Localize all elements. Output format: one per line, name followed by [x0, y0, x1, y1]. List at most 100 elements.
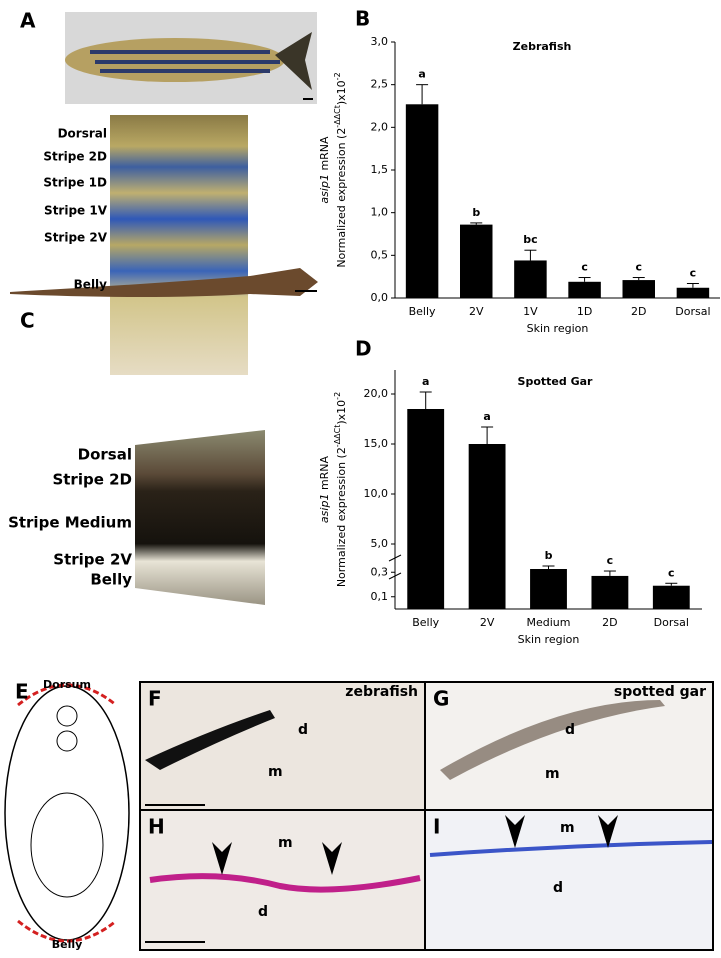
y-title-gene: asip1: [318, 494, 331, 524]
tissue-label: m: [545, 766, 560, 782]
region-label: Stripe 2D: [43, 150, 107, 164]
significance-label: c: [607, 554, 614, 567]
caption: spotted gar: [614, 684, 706, 700]
y-axis-title: asip1 mRNA Normalized expression (2-ΔΔCt)…: [318, 72, 348, 267]
significance-label: c: [635, 261, 642, 274]
schematic-label: Dorsum: [43, 678, 91, 691]
y-title-part: )x10: [335, 400, 348, 425]
y-title-sup: -ΔΔCt: [333, 425, 342, 448]
y-tick-label: 1,5: [371, 163, 389, 176]
skin-photo: [135, 430, 265, 605]
x-tick-label: 2V: [480, 616, 495, 629]
scale-bar: [303, 98, 313, 100]
significance-label: c: [668, 566, 675, 579]
caption: zebrafish: [345, 684, 418, 700]
bar: [622, 280, 655, 298]
significance-label: c: [581, 261, 588, 274]
y-tick-label: 0,3: [371, 565, 389, 578]
tissue-label: m: [278, 835, 293, 851]
region-label: Dorsral: [58, 127, 107, 141]
y-tick-label: 5,0: [371, 537, 389, 550]
fish-stripes: [90, 50, 280, 73]
y-tick-label: 10,0: [364, 487, 389, 500]
x-tick-label: Medium: [527, 616, 571, 629]
scale-bar: [145, 804, 205, 806]
micrograph: [139, 809, 426, 951]
arrowheads: [212, 815, 618, 875]
significance-label: a: [483, 410, 490, 423]
x-tick-label: Dorsal: [654, 616, 689, 629]
bar: [652, 585, 690, 609]
scale-bar: [145, 941, 205, 943]
significance-label: bc: [523, 233, 537, 246]
significance-label: c: [690, 266, 697, 279]
y-tick-label: 0,0: [371, 291, 389, 304]
region-label: Stripe 1V: [44, 204, 108, 218]
y-title-part: Normalized expression (2: [335, 128, 348, 268]
bar: [468, 444, 506, 609]
organ: [56, 730, 78, 752]
panel-label: G: [433, 687, 449, 711]
chart-title: Spotted Gar: [518, 375, 593, 388]
y-title-part: Normalized expression (2: [335, 447, 348, 587]
panel-label: A: [20, 9, 36, 33]
scale-bar: [295, 290, 317, 292]
y-tick-label: 20,0: [364, 387, 389, 400]
region-label: Dorsal: [78, 446, 132, 464]
body-outline: [4, 685, 130, 941]
y-title-part: )x10: [335, 80, 348, 105]
tissue-label: d: [258, 904, 268, 920]
x-tick-label: Dorsal: [675, 305, 710, 318]
x-tick-label: 2V: [469, 305, 484, 318]
panel-label: F: [148, 687, 162, 711]
region-label: Belly: [74, 278, 108, 292]
schematic-label: Belly: [52, 938, 83, 951]
belly-marker: [17, 919, 117, 943]
x-tick-label: 1V: [523, 305, 538, 318]
micrograph: [424, 681, 714, 811]
panel-label: E: [15, 680, 29, 704]
y-tick-label: 0,5: [371, 248, 389, 261]
significance-label: b: [545, 549, 553, 562]
organ: [56, 705, 78, 727]
tissue-label: d: [298, 722, 308, 738]
x-axis-title: Skin region: [527, 322, 589, 335]
micrograph: [424, 809, 714, 951]
bar: [568, 281, 601, 298]
staining: [429, 840, 713, 857]
x-tick-label: Belly: [409, 305, 436, 318]
region-label: Stripe 2D: [52, 471, 132, 489]
bar: [514, 260, 547, 298]
region-label: Stripe 2V: [53, 551, 132, 569]
region-label: Stripe Medium: [8, 514, 132, 532]
tissue-label: d: [553, 880, 563, 896]
y-title-sup: -2: [333, 72, 342, 80]
staining: [149, 873, 421, 893]
region-label: Stripe 2V: [44, 231, 108, 245]
tissue-label: m: [268, 764, 283, 780]
y-tick-label: 3,0: [371, 35, 389, 48]
y-title-part: mRNA: [318, 136, 331, 174]
panel-label: D: [355, 337, 372, 361]
skin-photo: [110, 115, 248, 375]
dorsum-marker: [17, 683, 117, 707]
y-title-sup: -2: [333, 392, 342, 400]
x-tick-label: 1D: [577, 305, 592, 318]
y-tick-label: 1,0: [371, 206, 389, 219]
organ: [30, 792, 104, 898]
tissue-label: m: [560, 820, 575, 836]
x-tick-label: Belly: [412, 616, 439, 629]
y-tick-label: 2,5: [371, 78, 389, 91]
panel-label: I: [433, 815, 440, 839]
x-tick-label: 2D: [631, 305, 646, 318]
significance-label: b: [472, 206, 480, 219]
y-title-part: mRNA: [318, 455, 331, 493]
region-label: Stripe 1D: [43, 176, 107, 190]
axis-break: [388, 554, 402, 580]
panel-label: H: [148, 815, 165, 839]
melanophores: [145, 710, 275, 770]
panel-label: C: [20, 309, 35, 333]
y-tick-label: 0,1: [371, 590, 389, 603]
region-label: Belly: [90, 571, 132, 589]
